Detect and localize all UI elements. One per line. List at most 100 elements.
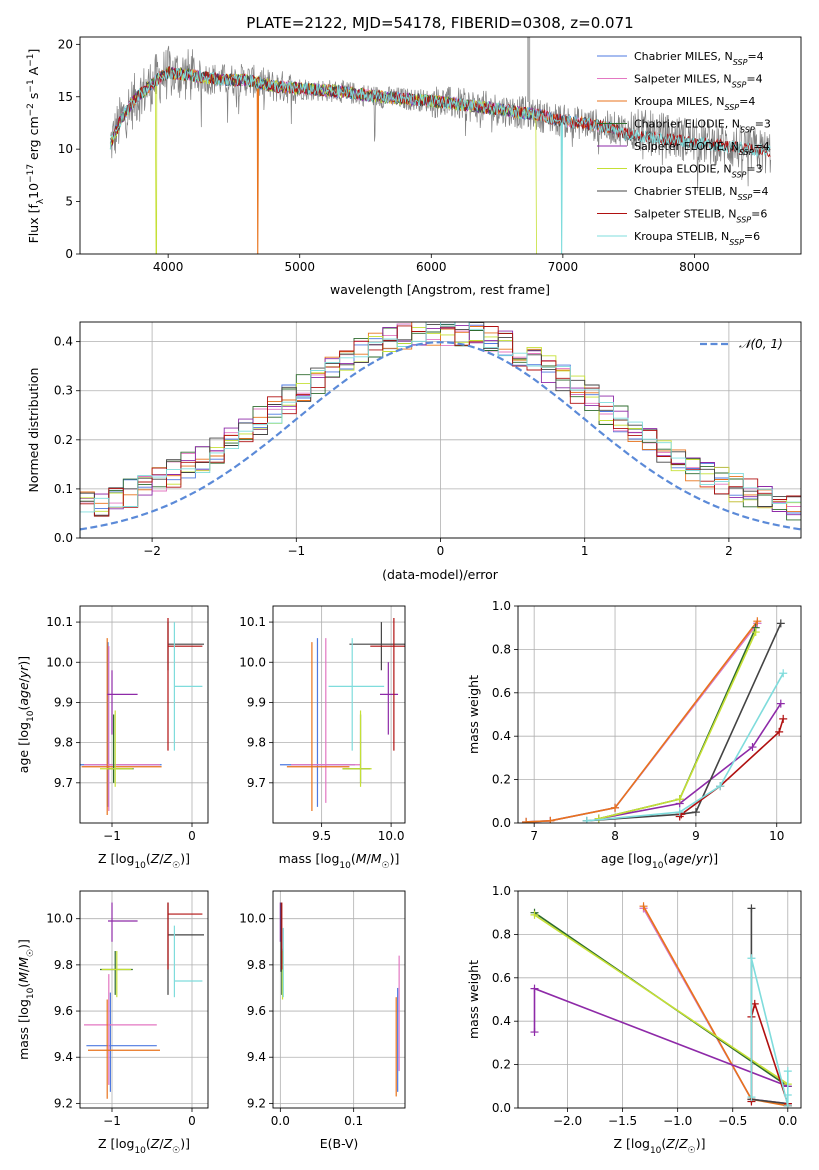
y-tick-label: 0.2 xyxy=(492,1058,511,1072)
marker xyxy=(582,816,591,823)
y-tick-label: 9.2 xyxy=(247,1096,266,1110)
y-tick-label: 10.0 xyxy=(46,655,73,669)
y-tick-label: 10 xyxy=(58,142,73,156)
marker xyxy=(530,984,539,993)
mass-weight-line xyxy=(586,672,784,822)
x-tick-label: 4000 xyxy=(153,260,184,274)
x-tick-label: 2 xyxy=(725,544,733,558)
y-tick-label: 15 xyxy=(58,90,73,104)
x-tick-label: 8000 xyxy=(679,260,710,274)
plot-area-mass-vs-Z xyxy=(84,902,204,1099)
y-tick-label: 9.6 xyxy=(247,1004,266,1018)
legend-label: 𝒩(0, 1) xyxy=(739,337,783,351)
y-tick-label: 9.4 xyxy=(247,1050,266,1064)
mass-weight-line xyxy=(586,623,782,822)
x-tick-label: 0.0 xyxy=(778,1114,797,1128)
marker xyxy=(675,808,684,817)
y-tick-label: 10.0 xyxy=(239,655,266,669)
axes-mass-weight-vs-age: 7 8 9 10 0.0 0.2 0.4 0.6 0.8 1.0 xyxy=(492,599,802,843)
axes-age-vs-mass: 9.5 10.0 9.7 9.8 9.9 10.0 10.1 xyxy=(239,605,406,843)
x-tick-label: 0 xyxy=(188,1114,196,1128)
axes-frame xyxy=(517,890,802,1109)
histogram-series xyxy=(80,324,801,538)
mass-weight-line xyxy=(526,620,758,823)
x-tick-label: −1 xyxy=(103,829,121,843)
y-tick-label: 9.6 xyxy=(54,1004,73,1018)
y-axis-label: mass weight xyxy=(466,675,481,754)
legend-label: Chabrier MILES, NSSP=4 xyxy=(634,50,764,67)
axes-age-vs-Z: −1 0 9.7 9.8 9.9 10.0 10.1 xyxy=(46,605,209,843)
x-axis-label: Z [log10(Z/Z☉)] xyxy=(98,851,190,871)
y-axis-label: mass [log10(M/M☉)] xyxy=(16,939,36,1060)
y-tick-label: 0.4 xyxy=(492,1014,511,1028)
axes-frame xyxy=(272,890,406,1109)
x-tick-label: 5000 xyxy=(284,260,315,274)
y-tick-label: 0.2 xyxy=(492,773,511,787)
x-tick-label: 8 xyxy=(611,829,619,843)
data-spectrum xyxy=(110,45,772,191)
marker xyxy=(716,782,725,791)
marker xyxy=(748,743,757,752)
y-tick-label: 0.3 xyxy=(54,384,73,398)
plot-area-age-vs-Z xyxy=(80,618,204,815)
axes-mass-vs-Z: −1 0 9.2 9.4 9.6 9.8 10.0 xyxy=(46,890,209,1128)
legend-label: Chabrier ELODIE, NSSP=3 xyxy=(634,118,771,135)
x-tick-label: −1.5 xyxy=(608,1114,637,1128)
y-tick-label: 10.0 xyxy=(46,912,73,926)
y-tick-label: 1.0 xyxy=(492,599,511,613)
legend-label: Kroupa STELIB, NSSP=6 xyxy=(634,230,760,247)
normal-curve xyxy=(80,341,801,531)
marker xyxy=(747,954,756,963)
marker xyxy=(691,808,700,817)
histogram-series xyxy=(80,322,801,538)
legend-label: Salpeter MILES, NSSP=4 xyxy=(634,73,763,90)
marker xyxy=(530,910,539,919)
y-tick-label: 9.8 xyxy=(247,736,266,750)
y-tick-label: 0 xyxy=(65,247,73,261)
marker xyxy=(522,817,531,823)
axes-residuals: −2 −1 0 1 2 0.0 0.1 0.2 0.3 0.4 𝒩(0, 1) xyxy=(54,321,802,558)
marker xyxy=(611,803,620,812)
x-tick-label: 10 xyxy=(769,829,784,843)
y-tick-label: 9.7 xyxy=(54,776,73,790)
y-axis-label: mass weight xyxy=(466,960,481,1039)
figure-title: PLATE=2122, MJD=54178, FIBERID=0308, z=0… xyxy=(246,14,633,32)
y-tick-label: 10.1 xyxy=(239,615,266,629)
axes-frame xyxy=(79,890,209,1109)
axes-spectrum: 4000 5000 6000 7000 8000 0 5 10 15 20 Chabrier MIL… xyxy=(58,36,802,274)
marker xyxy=(546,816,555,823)
x-axis-label: E(B-V) xyxy=(320,1136,359,1151)
legend-label: Salpeter ELODIE, NSSP=4 xyxy=(634,140,770,157)
legend-label: Salpeter STELIB, NSSP=6 xyxy=(634,208,767,225)
axes-frame xyxy=(79,36,802,255)
y-tick-label: 0.0 xyxy=(492,1101,511,1115)
x-axis-label: Z [log10(Z/Z☉)] xyxy=(98,1136,190,1156)
x-tick-label: 6000 xyxy=(416,260,447,274)
x-tick-label: −0.5 xyxy=(718,1114,747,1128)
plot-area-residuals xyxy=(80,322,801,538)
x-tick-label: 9 xyxy=(692,829,700,843)
x-axis-label: wavelength [Angstrom, rest frame] xyxy=(330,282,550,297)
x-tick-label: 0 xyxy=(188,829,196,843)
histogram-series xyxy=(80,322,801,538)
x-tick-label: −2.0 xyxy=(553,1114,582,1128)
axes-frame xyxy=(79,321,802,539)
marker xyxy=(747,1093,756,1102)
x-tick-label: 1 xyxy=(581,544,589,558)
plot-area-mass-vs-EBV xyxy=(279,902,400,1097)
y-tick-label: 9.9 xyxy=(54,695,73,709)
y-tick-label: 9.8 xyxy=(247,958,266,972)
y-tick-label: 9.2 xyxy=(54,1096,73,1110)
y-tick-label: 0.8 xyxy=(492,642,511,656)
y-tick-label: 0.4 xyxy=(492,729,511,743)
y-tick-label: 9.8 xyxy=(54,958,73,972)
x-tick-label: 10.0 xyxy=(378,829,405,843)
marker xyxy=(530,1028,539,1037)
x-tick-label: 0.1 xyxy=(344,1114,363,1128)
axes-mass-weight-vs-Z: −2.0 −1.5 −1.0 −0.5 0.0 0.0 0.2 0.4 0.6 0.8 1.0 xyxy=(492,884,802,1128)
y-tick-label: 20 xyxy=(58,37,73,51)
marker xyxy=(776,699,785,708)
y-tick-label: 9.9 xyxy=(247,695,266,709)
y-tick-label: 9.8 xyxy=(54,736,73,750)
